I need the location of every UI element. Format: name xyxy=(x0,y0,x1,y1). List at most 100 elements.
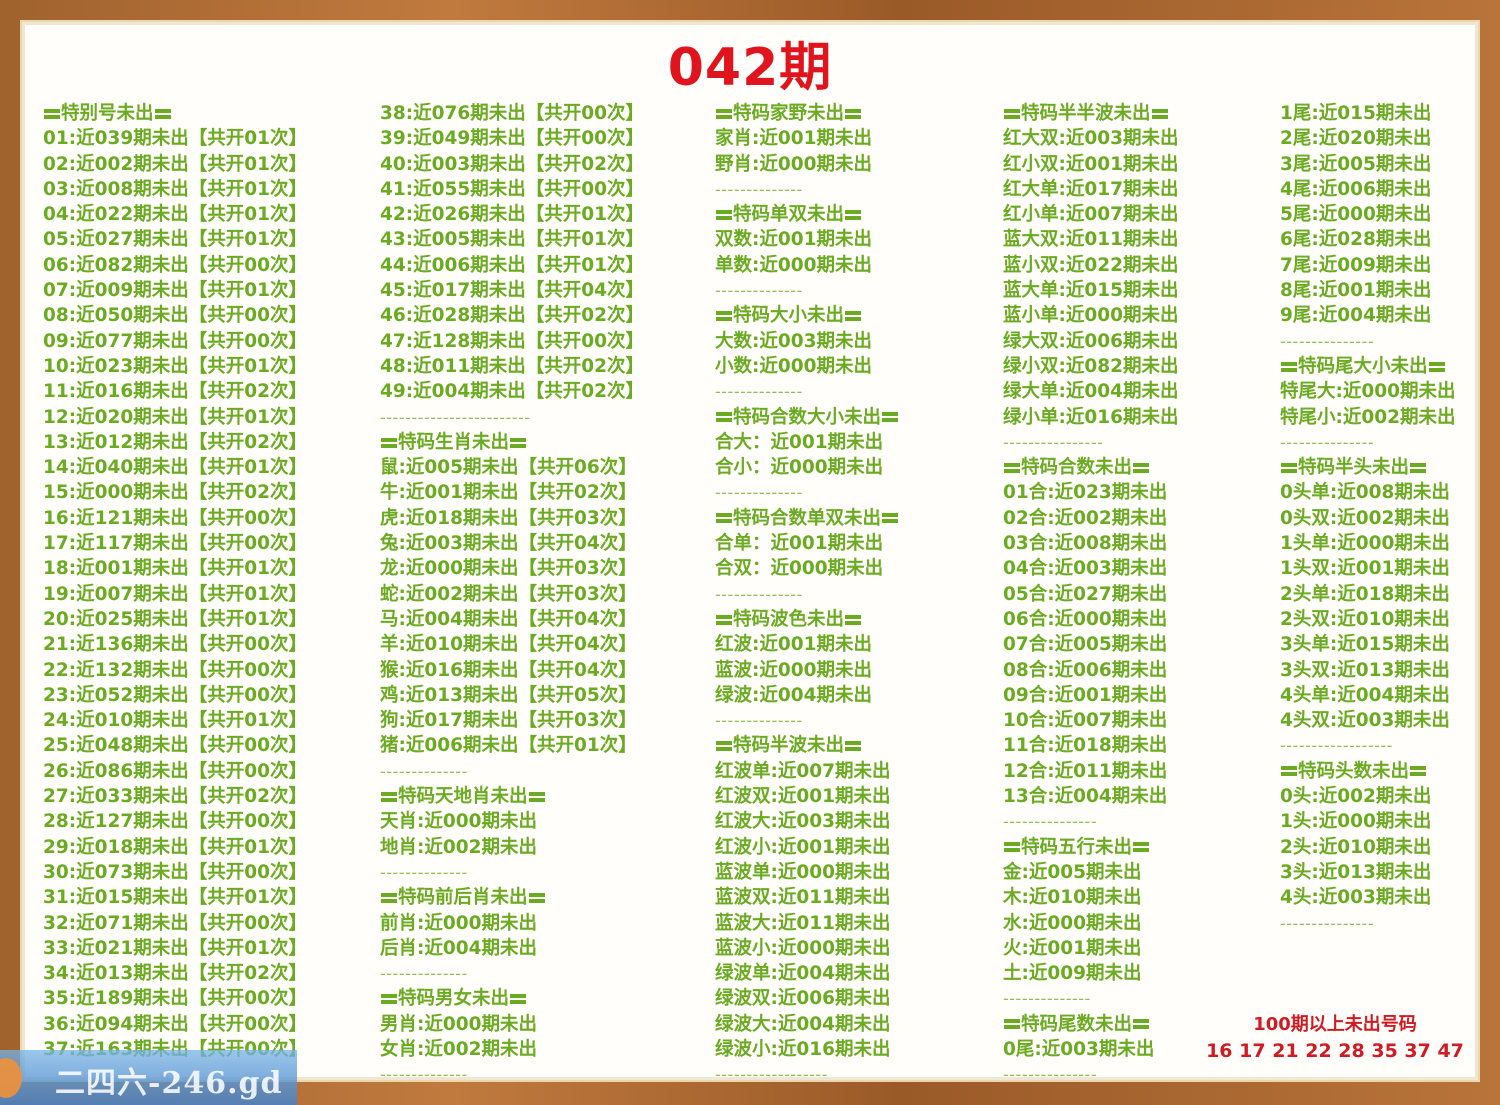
double-bar-icon xyxy=(716,512,732,524)
section-header: 特码五行未出 xyxy=(1003,835,1179,860)
list-item: 红小单:近007期未出 xyxy=(1003,204,1179,226)
list-item: 36:近094期未出【共开00次】 xyxy=(43,1013,308,1035)
list-item: 20:近025期未出【共开01次】 xyxy=(43,608,308,630)
divider: ---------------- xyxy=(1003,432,1104,452)
list-item: 2头双:近010期未出 xyxy=(1280,608,1450,630)
section-header-label: 特码天地肖未出 xyxy=(398,786,528,808)
divider: --------------- xyxy=(1003,812,1098,832)
list-item: 3头双:近013期未出 xyxy=(1280,659,1450,681)
list-item: 绿大双:近006期未出 xyxy=(1003,330,1179,352)
list-item: 后肖:近004期未出 xyxy=(380,937,538,959)
section-header: 特码合数单双未出 xyxy=(715,506,899,531)
divider: ------------------ xyxy=(1280,736,1393,756)
double-bar-icon xyxy=(1133,1018,1150,1030)
section-header: 特别号未出 xyxy=(43,101,307,126)
list-item: 绿波小:近016期未出 xyxy=(715,1038,891,1060)
list-item: 01:近039期未出【共开01次】 xyxy=(43,128,308,150)
divider: -------------- xyxy=(380,862,468,882)
list-item: 21:近136期未出【共开00次】 xyxy=(43,634,308,656)
list-item: 42:近026期未出【共开01次】 xyxy=(380,204,645,226)
section-header: 特码半半波未出 xyxy=(1003,101,1179,126)
list-item: 09合:近001期未出 xyxy=(1003,684,1168,706)
list-item: 04合:近003期未出 xyxy=(1003,558,1168,580)
divider: -------------- xyxy=(715,584,803,604)
section-header-label: 特码尾数未出 xyxy=(1021,1013,1133,1035)
divider: -------------- xyxy=(380,1065,468,1085)
list-item: 大数:近003期未出 xyxy=(715,330,873,352)
double-bar-icon xyxy=(528,892,545,904)
list-item: 鼠:近005期未出【共开06次】 xyxy=(380,457,637,479)
section-header: 特码男女未出 xyxy=(380,986,644,1011)
list-item: 1尾:近015期未出 xyxy=(1280,103,1432,124)
list-item: 红大单:近017期未出 xyxy=(1003,178,1179,200)
list-item: 09:近077期未出【共开00次】 xyxy=(43,330,308,352)
double-bar-icon xyxy=(1410,765,1427,777)
section-header-label: 特码半波未出 xyxy=(733,735,845,757)
double-bar-icon xyxy=(716,740,732,752)
list-item: 31:近015期未出【共开01次】 xyxy=(43,887,308,909)
list-item: 单数:近000期未出 xyxy=(715,254,873,276)
list-item: 1头双:近001期未出 xyxy=(1280,558,1450,580)
list-item: 12合:近011期未出 xyxy=(1003,760,1168,782)
list-item: 红小双:近001期未出 xyxy=(1003,153,1179,175)
list-item: 38:近076期未出【共开00次】 xyxy=(380,103,645,124)
section-header-label: 特码大小未出 xyxy=(733,305,845,327)
list-item: 绿波:近004期未出 xyxy=(715,684,873,706)
content-panel xyxy=(22,22,1478,1080)
list-item: 特尾大:近000期未出 xyxy=(1280,381,1456,403)
double-bar-icon xyxy=(845,310,862,322)
double-bar-icon xyxy=(381,437,397,449)
list-item: 46:近028期未出【共开02次】 xyxy=(380,305,645,327)
section-header-label: 特码男女未出 xyxy=(398,988,510,1010)
list-item: 蓝波大:近011期未出 xyxy=(715,912,891,934)
section-header: 特码头数未出 xyxy=(1280,759,1456,784)
divider: -------------- xyxy=(380,761,468,781)
list-item: 18:近001期未出【共开01次】 xyxy=(43,558,308,580)
list-item: 狗:近017期未出【共开03次】 xyxy=(380,710,637,732)
column-attributes: 特码家野未出 家肖:近001期未出 野肖:近000期未出 --------------… xyxy=(715,101,899,1088)
section-header: 特码前后肖未出 xyxy=(380,885,644,910)
divider: -------------- xyxy=(715,281,803,301)
list-item: 43:近005期未出【共开01次】 xyxy=(380,229,645,251)
over-100-label: 100期以上未出号码 xyxy=(1253,1014,1417,1035)
over-100-numbers: 16 17 21 22 28 35 37 47 xyxy=(1206,1040,1464,1062)
list-item: 44:近006期未出【共开01次】 xyxy=(380,254,645,276)
section-header: 特码波色未出 xyxy=(715,607,899,632)
section-header: 特码合数未出 xyxy=(1003,455,1179,480)
list-item: 羊:近010期未出【共开04次】 xyxy=(380,634,637,656)
list-item: 03:近008期未出【共开01次】 xyxy=(43,178,308,200)
list-item: 27:近033期未出【共开02次】 xyxy=(43,786,308,808)
double-bar-icon xyxy=(1004,841,1020,853)
list-item: 猪:近006期未出【共开01次】 xyxy=(380,735,637,757)
list-item: 绿波单:近004期未出 xyxy=(715,963,891,985)
list-item: 07:近009期未出【共开01次】 xyxy=(43,280,308,302)
divider: --------------- xyxy=(1280,913,1375,933)
double-bar-icon xyxy=(510,993,527,1005)
list-item: 08:近050期未出【共开00次】 xyxy=(43,305,308,327)
divider: ------------------ xyxy=(715,1065,828,1085)
list-item: 蓝波:近000期未出 xyxy=(715,659,873,681)
double-bar-icon xyxy=(1133,462,1150,474)
list-item: 龙:近000期未出【共开03次】 xyxy=(380,558,637,580)
section-header-label: 特码五行未出 xyxy=(1021,836,1133,858)
list-item: 红波:近001期未出 xyxy=(715,634,873,656)
double-bar-icon xyxy=(1428,361,1445,373)
list-item: 合单：近001期未出 xyxy=(715,533,884,555)
double-bar-icon xyxy=(1133,841,1150,853)
list-item: 马:近004期未出【共开04次】 xyxy=(380,608,637,630)
list-item: 1头:近000期未出 xyxy=(1280,811,1432,833)
list-item: 牛:近001期未出【共开02次】 xyxy=(380,482,637,504)
list-item: 男肖:近000期未出 xyxy=(380,1013,538,1035)
section-header-label: 特码单双未出 xyxy=(733,204,845,226)
column-numbers-zodiac: 38:近076期未出【共开00次】 39:近049期未出【共开00次】 40:近00… xyxy=(380,101,644,1088)
list-item: 49:近004期未出【共开02次】 xyxy=(380,381,645,403)
section-header-label: 特码家野未出 xyxy=(733,103,845,124)
list-item: 蓝小单:近000期未出 xyxy=(1003,305,1179,327)
list-item: 4头单:近004期未出 xyxy=(1280,684,1450,706)
list-item: 06合:近000期未出 xyxy=(1003,608,1168,630)
list-item: 红波小:近001期未出 xyxy=(715,836,891,858)
section-header-label: 特码半半波未出 xyxy=(1021,103,1151,124)
list-item: 39:近049期未出【共开00次】 xyxy=(380,128,645,150)
list-item: 05:近027期未出【共开01次】 xyxy=(43,229,308,251)
divider: --------------- xyxy=(1280,331,1375,351)
